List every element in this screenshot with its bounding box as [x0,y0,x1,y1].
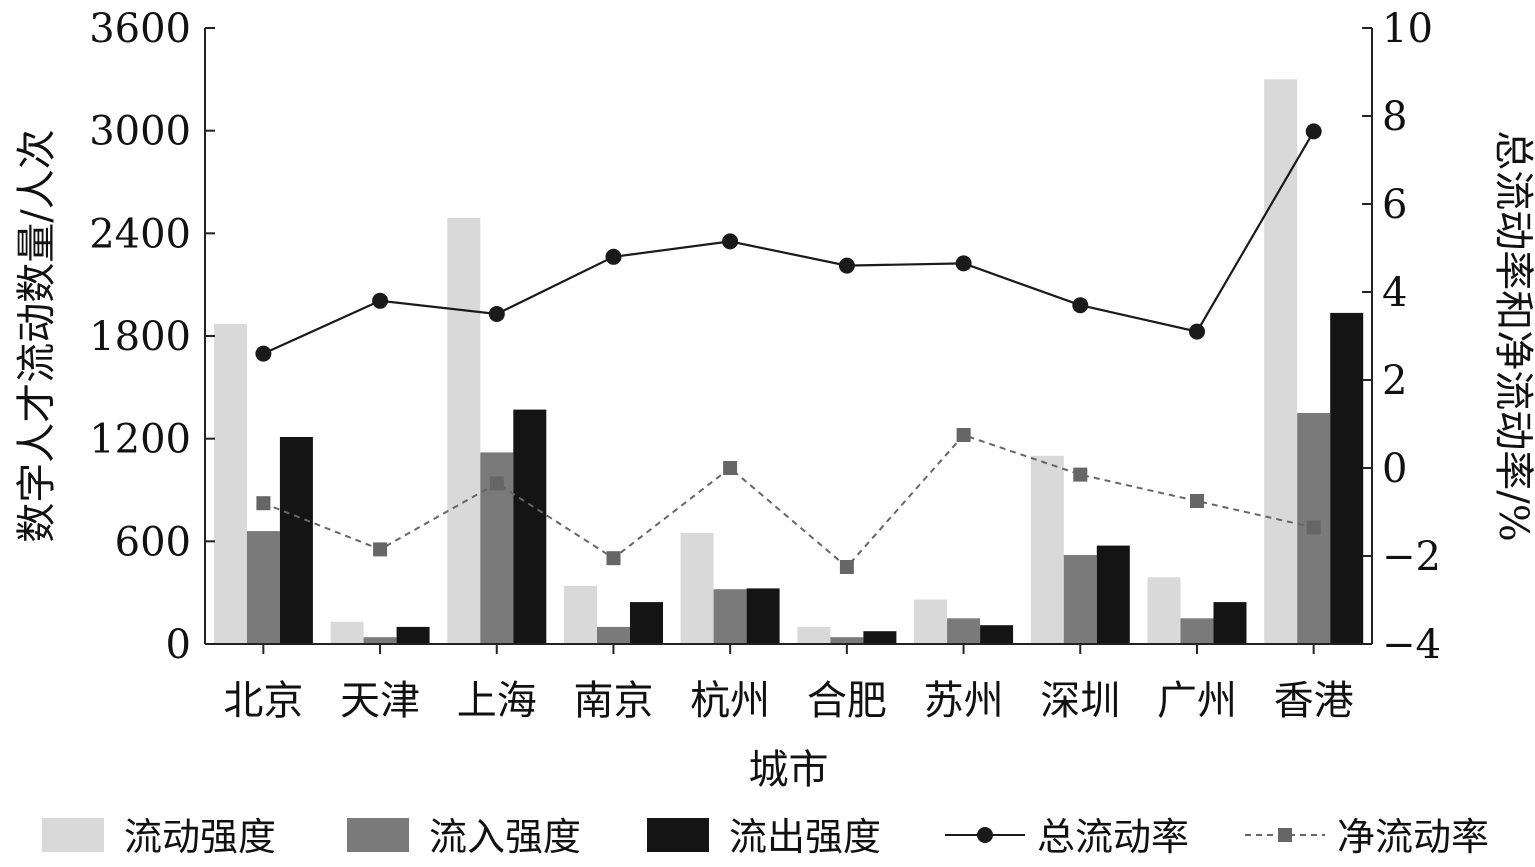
x-tick-label-北京: 北京 [223,678,303,724]
lines-layer [255,123,1322,574]
point-净流动率-天津 [373,542,388,557]
y-right-tick-label: −4 [1382,622,1441,668]
bar-流出强度-上海 [513,409,547,644]
point-净流动率-香港 [1306,520,1321,535]
legend-marker-总流动率 [977,827,993,843]
y-left-tick-label: 3000 [89,109,191,155]
bar-流出强度-合肥 [863,631,897,644]
bar-流入强度-苏州 [947,618,981,644]
bar-流动强度-杭州 [680,532,714,644]
bar-流出强度-香港 [1330,312,1364,644]
x-tick-label-深圳: 深圳 [1040,678,1120,724]
bar-流入强度-天津 [363,637,397,644]
point-净流动率-深圳 [1073,467,1088,482]
bar-流动强度-南京 [564,585,597,644]
bar-流入强度-南京 [597,626,630,644]
x-axis-title: 城市 [749,747,829,793]
legend-swatch-流入强度 [347,818,409,852]
y-right-tick-label: 6 [1382,182,1407,228]
legend-label-总流动率: 总流动率 [1037,815,1189,859]
x-tick-label-南京: 南京 [574,678,654,724]
y-right-tick-label: −2 [1382,534,1441,580]
point-净流动率-杭州 [723,461,738,475]
line-净流动率 [263,433,1314,569]
point-净流动率-苏州 [956,428,971,442]
point-总流动率-广州 [1189,323,1205,340]
legend-label-净流动率: 净流动率 [1337,815,1489,859]
x-tick-label-香港: 香港 [1274,678,1354,724]
point-净流动率-南京 [606,551,621,566]
y-left-tick-label: 1800 [89,314,191,360]
y-left-tick-label: 3600 [89,6,191,52]
bar-流动强度-合肥 [797,626,831,644]
legend-marker-净流动率 [1278,828,1292,842]
line-总流动率 [262,130,1315,355]
bar-流出强度-苏州 [980,625,1014,644]
point-总流动率-香港 [1305,123,1322,140]
point-总流动率-合肥 [838,257,855,274]
legend-label-流出强度: 流出强度 [729,815,881,859]
bar-流动强度-苏州 [914,599,948,644]
legend-swatch-流出强度 [647,818,709,852]
y-right-tick-label: 10 [1382,6,1433,52]
legend-label-流入强度: 流入强度 [429,815,581,859]
bar-流出强度-广州 [1213,602,1247,644]
y-right-tick-label: 2 [1382,358,1407,404]
point-总流动率-天津 [372,292,389,309]
y-axis-right-title: 总流动率和净流动率/% [1490,130,1535,541]
bar-流入强度-北京 [246,531,280,644]
bar-流入强度-杭州 [713,589,747,644]
labels-layer: 城市 数字人才流动数量/人次 总流动率和净流动率/% [14,129,1535,793]
point-总流动率-苏州 [955,255,972,272]
x-tick-label-苏州: 苏州 [924,678,1004,724]
y-left-tick-label: 600 [115,519,191,565]
x-tick-label-上海: 上海 [457,678,537,724]
bar-流入强度-合肥 [830,637,864,644]
point-净流动率-合肥 [839,560,854,574]
bar-流入强度-广州 [1180,618,1214,644]
bar-流动强度-上海 [447,217,481,644]
y-left-tick-label: 0 [166,622,191,668]
x-tick-label-天津: 天津 [340,678,420,724]
x-tick-label-杭州: 杭州 [690,678,770,724]
point-净流动率-广州 [1190,494,1204,508]
bars-layer [213,79,1364,645]
legend-swatch-流动强度 [42,818,104,852]
x-tick-label-广州: 广州 [1157,678,1237,724]
point-净流动率-北京 [256,496,271,511]
axes-layer: 0 600 1200 1800 2400 3000 3600 −4 −2 0 2 4 6 8 10 北京 天津上… [89,6,1441,724]
point-总流动率-北京 [255,345,272,362]
y-left-tick-label: 1200 [89,417,191,463]
x-tick-label-合肥: 合肥 [807,678,887,724]
point-总流动率-南京 [605,248,622,265]
bar-流动强度-香港 [1264,79,1298,645]
bar-流动强度-深圳 [1030,455,1064,644]
legend: 流动强度 流入强度 流出强度 总流动率 净流动率 [42,815,1489,859]
y-left-tick-label: 2400 [89,211,191,257]
bar-流出强度-南京 [630,602,663,644]
bar-流出强度-深圳 [1096,545,1130,644]
bar-流出强度-天津 [396,626,430,644]
point-净流动率-上海 [489,476,504,491]
bar-流出强度-北京 [279,437,313,644]
y-right-tick-label: 4 [1382,270,1407,316]
bar-流入强度-深圳 [1063,555,1097,644]
bar-流出强度-杭州 [746,588,780,644]
bar-流动强度-广州 [1147,577,1181,644]
point-总流动率-上海 [488,306,505,322]
y-axis-left-title: 数字人才流动数量/人次 [14,129,60,542]
bar-流动强度-天津 [330,621,364,644]
legend-label-流动强度: 流动强度 [124,815,276,859]
y-right-tick-label: 0 [1382,446,1407,492]
point-总流动率-深圳 [1072,297,1089,314]
point-总流动率-杭州 [722,233,739,250]
y-right-tick-label: 8 [1382,94,1407,140]
bar-流动强度-北京 [213,324,247,644]
